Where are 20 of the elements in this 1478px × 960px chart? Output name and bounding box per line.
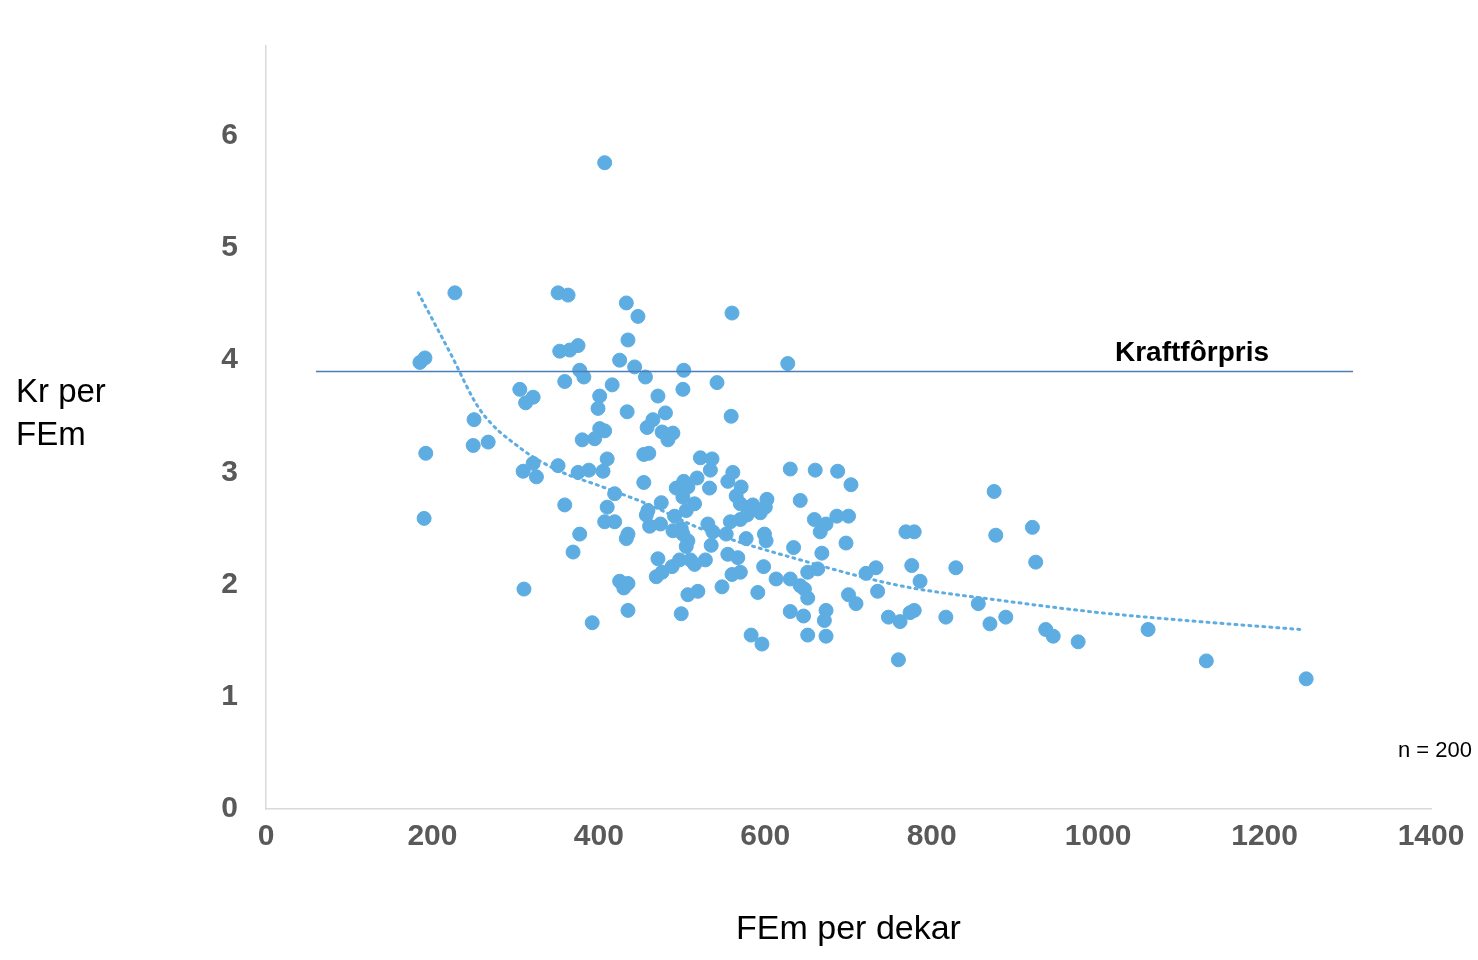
annotation: n = 200 bbox=[1397, 737, 1472, 763]
x-tick-label: 200 bbox=[407, 818, 458, 852]
y-tick-label: 4 bbox=[221, 341, 239, 375]
y-tick-label: 1 bbox=[221, 678, 238, 712]
y-tick-label: 2 bbox=[221, 565, 238, 599]
y-tick-label: 3 bbox=[221, 453, 238, 487]
x-tick-label: 600 bbox=[740, 818, 791, 852]
x-tick-label: 1400 bbox=[1397, 818, 1465, 852]
ref-line-label: Kraftfôrpris bbox=[1114, 336, 1269, 368]
y-tick-label: 6 bbox=[221, 117, 238, 151]
line-series bbox=[416, 291, 1302, 631]
x-tick-label: 800 bbox=[906, 818, 957, 852]
y-axis-title: Kr per FEm bbox=[16, 371, 107, 454]
x-tick-label: 0 bbox=[257, 818, 275, 852]
y-tick-label: 5 bbox=[221, 229, 238, 263]
x-tick-label: 1000 bbox=[1064, 818, 1132, 852]
x-tick-label: 400 bbox=[573, 818, 624, 852]
x-tick-label: 1200 bbox=[1231, 818, 1298, 852]
x-axis-title: FEm per dekar bbox=[736, 907, 961, 946]
y-tick-label: 0 bbox=[221, 790, 238, 824]
